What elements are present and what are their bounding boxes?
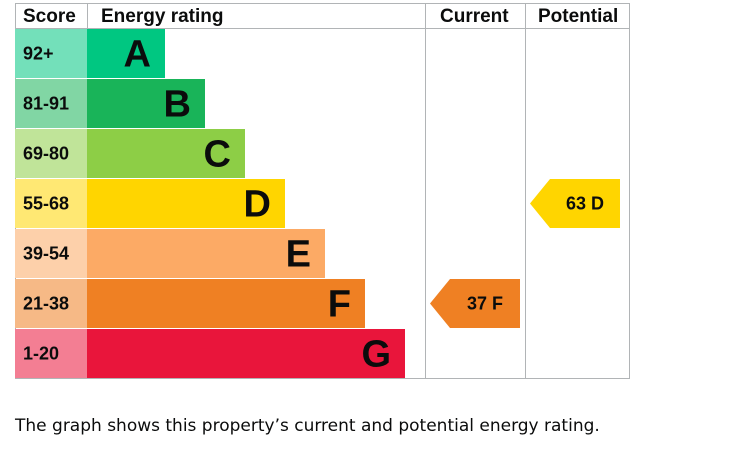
header-rating: Energy rating [101, 6, 223, 27]
energy-rating-chart: Score Energy rating Current Potential 92… [15, 3, 630, 379]
rating-letter-g: G [361, 334, 391, 376]
score-cell-g [15, 329, 87, 378]
rating-letter-a: A [124, 34, 151, 76]
rating-bar-a [87, 29, 165, 78]
rating-bands: 92+ A 81-91 B 69-80 C 55-68 D 39-54 E 21-38 F 1-20 G [15, 29, 405, 378]
rating-bar-d [87, 179, 285, 228]
current-rating-arrow [430, 279, 520, 328]
score-cell-c [15, 129, 87, 178]
rating-letter-b: B [164, 84, 191, 126]
score-cell-a [15, 29, 87, 78]
rating-letter-c: C [204, 134, 231, 176]
rating-arrows: 37 F 63 D [430, 179, 620, 328]
score-label-d: 55-68 [23, 194, 69, 214]
score-cell-b [15, 79, 87, 128]
rating-letter-f: F [328, 284, 351, 326]
score-cell-f [15, 279, 87, 328]
score-label-e: 39-54 [23, 244, 69, 264]
score-label-g: 1-20 [23, 344, 59, 364]
chart-caption: The graph shows this property’s current … [15, 416, 600, 436]
rating-letter-d: D [244, 184, 271, 226]
score-label-c: 69-80 [23, 144, 69, 164]
potential-rating-label: 63 D [566, 194, 604, 214]
score-cell-d [15, 179, 87, 228]
score-cell-e [15, 229, 87, 278]
rating-bar-b [87, 79, 205, 128]
score-label-b: 81-91 [23, 94, 69, 114]
score-label-a: 92+ [23, 44, 54, 64]
header-score: Score [23, 6, 76, 27]
rating-letter-e: E [286, 234, 311, 276]
header-current: Current [440, 6, 509, 27]
rating-bar-g [87, 329, 405, 378]
potential-rating-arrow [530, 179, 620, 228]
score-label-f: 21-38 [23, 294, 69, 314]
header-potential: Potential [538, 6, 618, 27]
rating-bar-f [87, 279, 365, 328]
rating-bar-c [87, 129, 245, 178]
rating-bar-e [87, 229, 325, 278]
current-rating-label: 37 F [467, 294, 503, 314]
